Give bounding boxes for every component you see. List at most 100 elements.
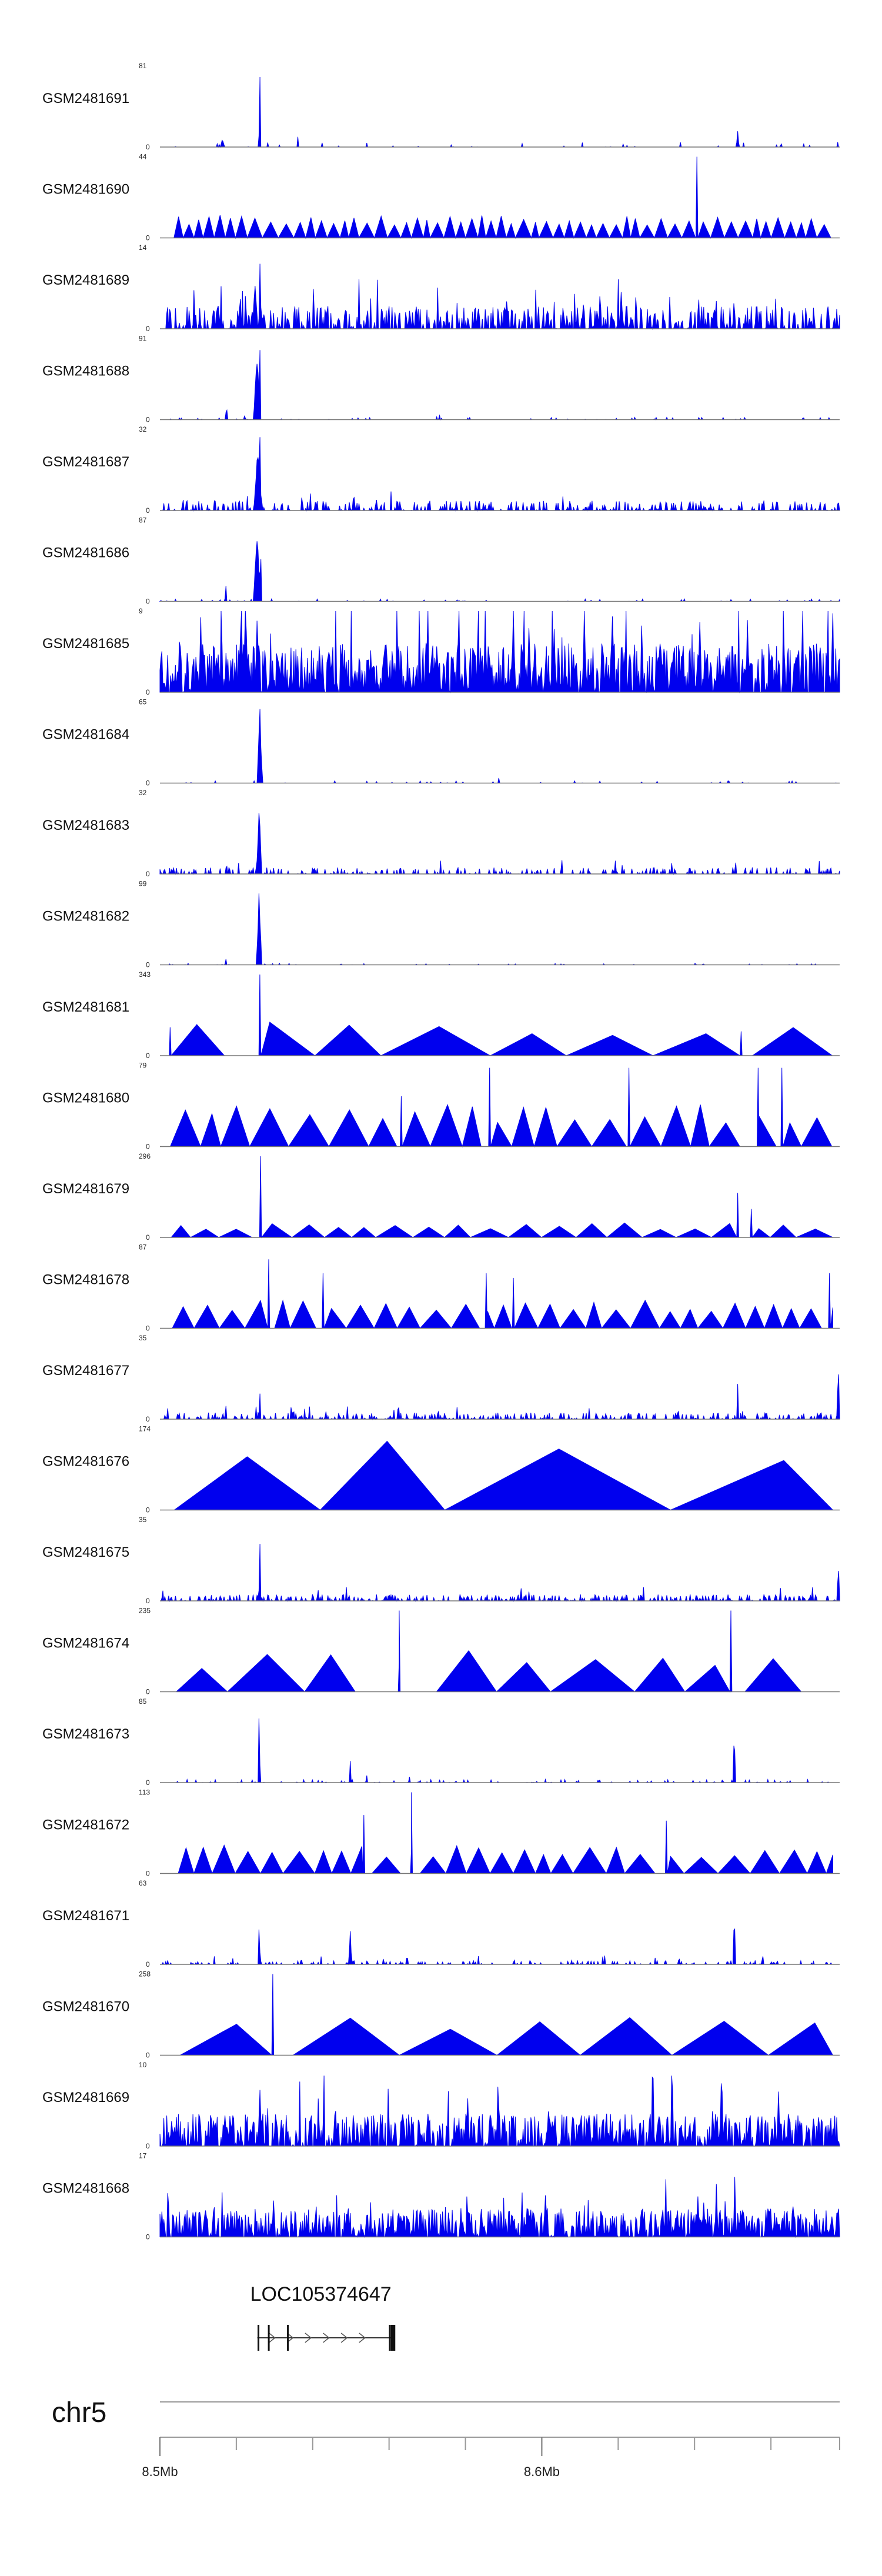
- track-GSM2481668: GSM2481668 17 0: [42, 2152, 840, 2241]
- track-ymax: 32: [139, 425, 147, 433]
- track-label: GSM2481685: [42, 636, 129, 652]
- track-ymax: 81: [139, 62, 147, 70]
- track-label: GSM2481686: [42, 545, 129, 561]
- track-label: GSM2481682: [42, 909, 129, 925]
- track-label: GSM2481669: [42, 2090, 129, 2105]
- track-yzero: 0: [146, 688, 150, 696]
- gene-exon: [389, 2325, 391, 2351]
- track-GSM2481670: GSM2481670 258 0: [42, 1970, 840, 2060]
- strand-arrow: [305, 2333, 312, 2343]
- track-GSM2481687: GSM2481687 32 0: [42, 425, 840, 515]
- gene-exon: [392, 2325, 395, 2351]
- track-label: GSM2481673: [42, 1726, 129, 1742]
- track-yzero: 0: [146, 1506, 150, 1514]
- strand-arrow: [359, 2333, 366, 2343]
- track-yzero: 0: [146, 2233, 150, 2241]
- track-label: GSM2481683: [42, 817, 129, 833]
- track-label: GSM2481678: [42, 1272, 129, 1288]
- track-label: GSM2481677: [42, 1363, 129, 1379]
- track-GSM2481691: GSM2481691 81 0: [42, 62, 840, 151]
- track-ymax: 14: [139, 243, 147, 252]
- chromosome-label: chr5: [52, 2397, 106, 2428]
- track-yzero: 0: [146, 870, 150, 878]
- track-signal: [172, 1259, 833, 1329]
- track-yzero: 0: [146, 779, 150, 788]
- strand-arrow: [323, 2333, 330, 2343]
- genome-axis: chr5 8.5Mb 8.6Mb: [52, 2397, 840, 2479]
- track-label: GSM2481668: [42, 2181, 129, 2197]
- track-GSM2481686: GSM2481686 87 0: [42, 516, 840, 606]
- track-GSM2481672: GSM2481672 113 0: [42, 1788, 840, 1878]
- track-GSM2481684: GSM2481684 65 0: [42, 698, 840, 788]
- axis-tick-label: 8.5Mb: [142, 2464, 178, 2479]
- track-GSM2481673: GSM2481673 85 0: [42, 1697, 840, 1787]
- track-yzero: 0: [146, 1143, 150, 1151]
- track-yzero: 0: [146, 1870, 150, 1878]
- strand-arrow: [286, 2333, 294, 2343]
- track-ymax: 44: [139, 153, 147, 161]
- gene-label: LOC105374647: [250, 2283, 392, 2305]
- track-GSM2481674: GSM2481674 235 0: [42, 1607, 840, 1696]
- track-label: GSM2481681: [42, 999, 129, 1015]
- track-GSM2481683: GSM2481683 32 0: [42, 789, 840, 878]
- track-signal: [169, 1067, 833, 1148]
- track-yzero: 0: [146, 1960, 150, 1968]
- track-label: GSM2481680: [42, 1090, 129, 1106]
- track-signal: [160, 893, 840, 966]
- track-GSM2481679: GSM2481679 296 0: [42, 1152, 840, 1242]
- track-signal: [159, 2177, 840, 2238]
- track-label: GSM2481672: [42, 1817, 129, 1833]
- track-ymax: 258: [139, 1970, 151, 1978]
- strand-arrow: [269, 2333, 276, 2343]
- track-label: GSM2481684: [42, 727, 129, 743]
- track-yzero: 0: [146, 1052, 150, 1060]
- track-yzero: 0: [146, 1415, 150, 1423]
- track-signal: [173, 156, 831, 239]
- track-signal: [159, 541, 840, 602]
- track-signal: [160, 1718, 840, 1784]
- track-ymax: 174: [139, 1425, 151, 1433]
- track-ymax: 87: [139, 1243, 147, 1252]
- gene-exon: [287, 2325, 289, 2351]
- track-label: GSM2481676: [42, 1454, 129, 1470]
- track-ymax: 79: [139, 1062, 147, 1070]
- track-signal: [159, 610, 840, 693]
- track-signal: [160, 263, 840, 330]
- gene-exon: [258, 2325, 260, 2351]
- track-yzero: 0: [146, 2142, 150, 2150]
- track-GSM2481681: GSM2481681 343 0: [42, 970, 840, 1060]
- track-GSM2481677: GSM2481677 35 0: [42, 1334, 840, 1423]
- track-GSM2481680: GSM2481680 79 0: [42, 1062, 840, 1151]
- track-GSM2481671: GSM2481671 63 0: [42, 1879, 840, 1968]
- track-GSM2481682: GSM2481682 99 0: [42, 880, 840, 969]
- track-ymax: 99: [139, 880, 147, 888]
- gene-model: LOC105374647: [250, 2283, 396, 2351]
- tracks-layer: GSM2481691810GSM2481690440GSM2481689140G…: [42, 62, 840, 2241]
- track-signal: [160, 709, 840, 784]
- track-GSM2481690: GSM2481690 44 0: [42, 153, 840, 242]
- track-yzero: 0: [146, 1778, 150, 1787]
- track-label: GSM2481690: [42, 182, 129, 198]
- strand-arrow: [340, 2333, 348, 2343]
- track-GSM2481676: GSM2481676 174 0: [42, 1425, 840, 1514]
- axis-tick-label: 8.6Mb: [524, 2464, 560, 2479]
- track-ymax: 91: [139, 335, 147, 343]
- gene-exon: [268, 2325, 270, 2351]
- track-yzero: 0: [146, 1233, 150, 1242]
- track-yzero: 0: [146, 2051, 150, 2060]
- track-ymax: 87: [139, 516, 147, 525]
- track-yzero: 0: [146, 234, 150, 242]
- track-signal: [180, 1974, 834, 2056]
- track-signal: [160, 1374, 840, 1420]
- track-signal: [178, 1792, 833, 1875]
- track-signal: [169, 974, 834, 1057]
- track-yzero: 0: [146, 143, 150, 151]
- track-ymax: 85: [139, 1697, 147, 1706]
- track-signal: [159, 2076, 840, 2147]
- track-label: GSM2481670: [42, 1999, 129, 2015]
- track-label: GSM2481674: [42, 1636, 129, 1651]
- track-label: GSM2481688: [42, 363, 129, 379]
- track-signal: [160, 350, 840, 421]
- track-ymax: 35: [139, 1334, 147, 1342]
- track-ymax: 9: [139, 607, 143, 615]
